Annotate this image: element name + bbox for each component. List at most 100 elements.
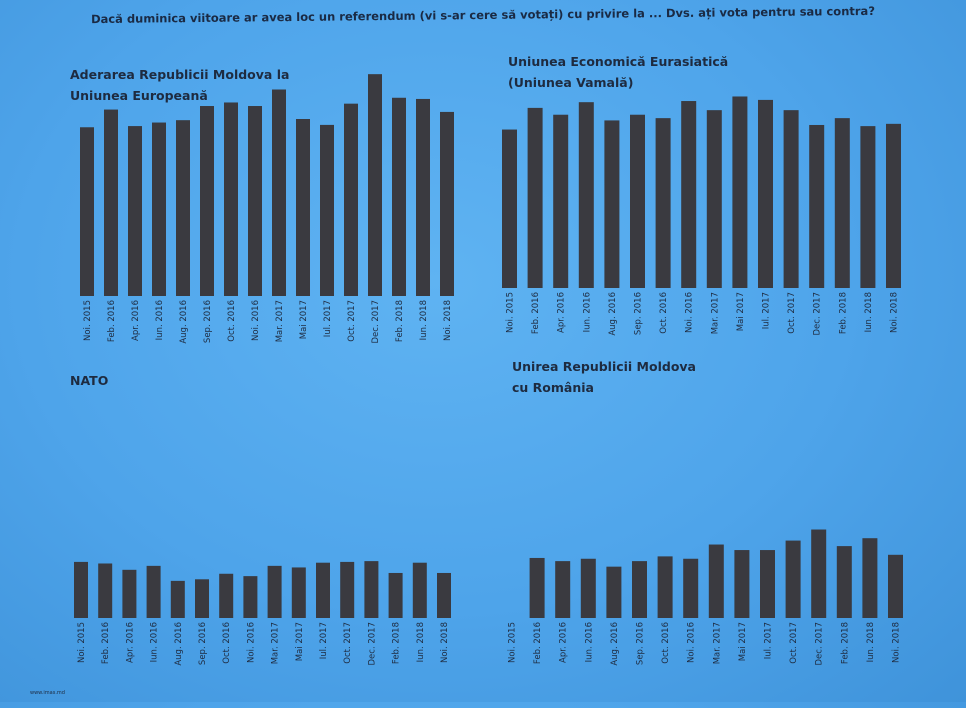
bar-5 [170,580,185,618]
tick-label: Mar. 2017 [712,622,722,664]
bar-8 [243,576,258,618]
bar-9 [708,544,724,618]
bar-9 [267,565,282,618]
bar-10 [296,119,310,296]
tick-label: Iun. 2018 [419,300,429,340]
tick-label: Iun. 2018 [866,622,876,662]
bar-14 [388,572,403,618]
bar-14 [392,97,406,296]
tick-label: Dec. 2017 [815,622,825,665]
bar-3 [128,126,142,296]
bar-16 [437,572,451,618]
bar-13 [364,561,379,618]
bar-8 [683,558,699,618]
tick-label: Iul. 2017 [764,622,774,659]
bar-14 [836,546,852,618]
bar-2 [98,563,113,618]
tick-label: Noi. 2015 [77,622,87,663]
bar-15 [412,562,427,618]
tick-label: Apr. 2016 [125,622,135,663]
chart-title-nato: NATO [70,373,109,388]
bar-12 [783,110,799,288]
tick-label: Oct. 2016 [227,300,237,342]
bar-6 [195,579,209,618]
tick-label: Feb. 2018 [838,292,848,334]
chart-title-eurasian-union: Uniunea Economică Eurasiatică (Uniunea V… [508,54,729,90]
tick-label: Noi. 2015 [83,300,93,341]
bar-16 [888,554,903,618]
tick-label: Mai 2017 [738,622,748,661]
bar-4 [152,122,166,296]
bar-8 [248,106,262,296]
tick-label: Oct. 2017 [787,292,797,334]
bar-12 [785,540,801,618]
bar-12 [344,103,358,296]
bar-14 [834,118,850,288]
tick-label: Iun. 2018 [864,292,874,332]
source-footnote: www.imas.md [30,690,65,696]
bar-7 [655,118,671,288]
tick-label: Mai 2017 [295,622,305,661]
bar-6 [630,114,645,288]
tick-label: Mai 2017 [736,292,746,331]
bar-7 [224,102,238,296]
chart-union-romania: Noi. 2015 Feb. 2016 Apr. 2016 Iun. 2016 Aug.… [508,529,903,666]
bar-7 [657,556,673,618]
bar-13 [809,124,825,288]
bar-4 [146,565,161,618]
tick-label: Feb. 2016 [531,292,541,334]
chart-eu-accession: Noi. 2015 Feb. 2016 Apr. 2016 Iun. 2016 Aug.… [80,74,454,344]
bar-11 [758,99,773,289]
tick-label: Feb. 2016 [101,622,111,664]
tick-label: Noi. 2016 [251,300,261,341]
tick-label: Noi. 2018 [892,622,902,663]
tick-label: Noi. 2015 [506,292,516,333]
bar-2 [529,557,545,618]
bar-13 [368,74,382,296]
bar-4 [578,102,594,289]
tick-label: Oct. 2017 [343,622,353,664]
chart-nato: Noi. 2015 Feb. 2016 Apr. 2016 Iun. 2016 Aug.… [74,561,451,666]
tick-label: Iun. 2018 [416,622,426,662]
bar-10 [734,550,750,618]
tick-label: Feb. 2018 [392,622,402,664]
tick-label: Iul. 2017 [323,300,333,337]
chart-eurasian-union: Noi. 2015 Feb. 2016 Apr. 2016 Iun. 2016 Aug.… [502,96,901,336]
tick-label: Sep. 2016 [203,300,213,343]
bar-11 [320,124,334,297]
bar-1 [502,129,517,288]
tick-label: Dec. 2017 [813,292,823,335]
bar-16 [886,123,901,288]
bar-7 [219,573,234,618]
tick-label: Sep. 2016 [634,292,644,335]
tick-label: Feb. 2016 [107,300,117,342]
tick-label: Dec. 2017 [371,300,381,343]
bar-5 [604,120,620,288]
tick-label: Noi. 2016 [685,292,695,333]
bar-15 [860,126,876,289]
tick-label: Iun. 2016 [155,300,165,340]
tick-label: Mar. 2017 [710,292,720,334]
bar-11 [760,550,775,618]
chart-title-eu: Aderarea Republicii Moldova la Uniunea E… [70,67,290,103]
tick-label: Aug. 2016 [610,622,620,666]
bar-6 [632,561,647,618]
tick-label: Noi. 2016 [246,622,256,663]
tick-label: Noi. 2015 [508,622,518,663]
bar-10 [732,96,748,288]
bar-15 [416,98,430,296]
bar-9 [706,110,722,288]
tick-label: Apr. 2016 [557,292,567,333]
tick-label: Noi. 2018 [443,300,453,341]
bar-1 [80,127,94,296]
tick-label: Mar. 2017 [275,300,285,342]
tick-label: Feb. 2018 [840,622,850,664]
bar-4 [580,558,596,618]
tick-label: Feb. 2018 [395,300,405,342]
chart-title-union-romania: Unirea Republicii Moldova cu România [512,359,696,395]
tick-label: Aug. 2016 [174,622,184,666]
bar-15 [862,538,878,618]
tick-label: Oct. 2017 [347,300,357,342]
bar-3 [553,114,569,288]
tick-label: Oct. 2016 [661,622,671,664]
